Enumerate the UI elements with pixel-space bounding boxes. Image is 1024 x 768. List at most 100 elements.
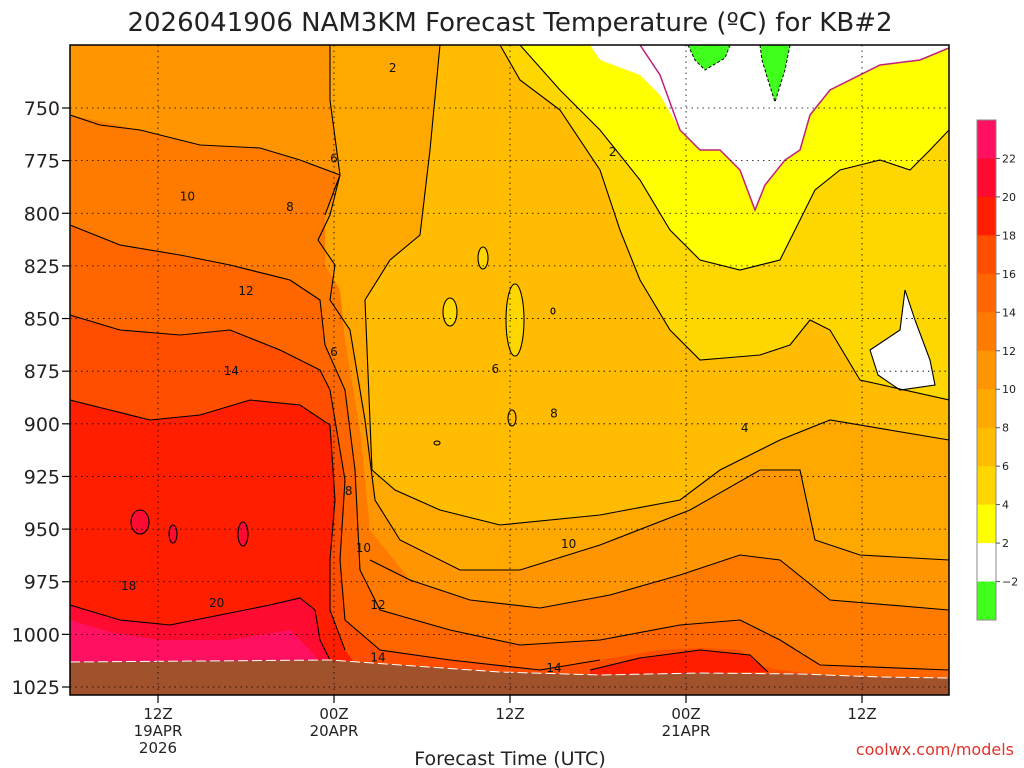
contour-labels: 2 2 4 6 6 6 8 8 8 10 10 10 12 12 14 14 14 18 20 — [121, 61, 748, 675]
colorbar-tick-label: −2 — [1002, 576, 1018, 589]
colorbar-swatch — [977, 466, 996, 506]
contour-line — [317, 45, 949, 571]
colorbar-swatch — [977, 543, 996, 583]
colorbar-swatch — [977, 273, 996, 313]
contour-label: 12 — [370, 598, 385, 612]
minus2-contour — [687, 45, 731, 71]
cool-cell — [478, 247, 488, 269]
chart-title: 2026041906 NAM3KM Forecast Temperature (… — [127, 8, 892, 38]
colorbar-swatch — [977, 350, 996, 390]
x-tick-label: 00Z — [319, 705, 348, 723]
ground-surface — [70, 660, 949, 695]
y-tick-label: 1025 — [12, 677, 60, 699]
x-tick-label: 21APR — [662, 722, 711, 740]
surface-line — [70, 659, 949, 679]
contour-line — [477, 246, 489, 270]
y-tick-label: 775 — [24, 151, 60, 173]
y-tick-label: 875 — [24, 361, 60, 383]
colorbar-swatch — [977, 120, 996, 159]
colorbar-swatch — [977, 581, 996, 621]
contour-line — [130, 509, 150, 535]
y-tick-label: 900 — [24, 414, 60, 436]
y-axis: 750 775 800 825 850 875 900 925 950 975 1000 1025 — [12, 98, 70, 699]
colorbar-swatch — [977, 427, 996, 467]
contour-line — [168, 524, 178, 544]
contour-line — [550, 307, 556, 315]
x-tick-label: 12Z — [495, 705, 524, 723]
contour-label: 6 — [492, 362, 500, 376]
colorbar-tick-label: 8 — [1002, 422, 1009, 435]
contour-lines — [70, 45, 949, 673]
contour-line — [499, 45, 949, 401]
contour-label: 14 — [546, 661, 561, 675]
contour-line — [70, 399, 346, 651]
contour-line — [237, 521, 249, 547]
contour-label: 10 — [180, 189, 195, 203]
contour-label: 6 — [330, 345, 338, 359]
colorbar-swatch — [977, 389, 996, 429]
contour-line — [369, 554, 949, 611]
contour-label: 10 — [561, 537, 576, 551]
x-tick-label: 19APR — [134, 722, 183, 740]
colorbar-tick-label: 22 — [1002, 152, 1016, 165]
colorbar-tick-label: 20 — [1002, 191, 1016, 204]
contour-line — [433, 440, 441, 446]
contour-line — [505, 283, 525, 357]
colorbar: 22 20 18 16 14 12 10 8 6 4 2 −2 — [976, 119, 1018, 621]
contour-line — [70, 224, 949, 671]
contour-label: 14 — [224, 364, 239, 378]
band-below-minus2-b — [760, 45, 790, 102]
colorbar-swatch — [977, 504, 996, 544]
colorbar-tick-label: 14 — [1002, 306, 1016, 319]
colorbar-swatch — [977, 196, 996, 236]
warm-cell — [131, 510, 149, 534]
contour-line — [70, 114, 341, 216]
contour-line — [364, 45, 949, 526]
contour-label: 8 — [345, 484, 353, 498]
y-tick-label: 1000 — [12, 624, 60, 646]
cool-cell — [506, 284, 524, 356]
y-tick-label: 975 — [24, 572, 60, 594]
x-tick-label: 20APR — [310, 722, 359, 740]
x-tick-label: 12Z — [847, 705, 876, 723]
gridlines — [70, 45, 949, 695]
colorbar-tick-label: 12 — [1002, 345, 1016, 358]
contour-label: 18 — [121, 579, 136, 593]
colorbar-tick-label: 2 — [1002, 537, 1009, 550]
temperature-field: 2 2 4 6 6 6 8 8 8 10 10 10 12 12 14 14 14 18 20 — [70, 45, 949, 695]
contour-label: 2 — [389, 61, 397, 75]
x-axis-label: Forecast Time (UTC) — [414, 748, 605, 768]
contour-line — [442, 297, 458, 327]
contour-line — [869, 289, 936, 391]
colorbar-swatch — [977, 235, 996, 275]
contour-line — [70, 597, 331, 661]
credit-link[interactable]: coolwx.com/models — [856, 740, 1014, 759]
y-tick-label: 950 — [24, 519, 60, 541]
contour-line — [507, 409, 517, 427]
y-tick-label: 850 — [24, 309, 60, 331]
freezing-line — [639, 45, 949, 213]
y-tick-label: 825 — [24, 256, 60, 278]
y-tick-label: 925 — [24, 466, 60, 488]
colorbar-tick-label: 18 — [1002, 229, 1016, 242]
contour-line — [70, 314, 601, 671]
contour-label: 4 — [741, 421, 749, 435]
x-tick-label: 12Z — [143, 705, 172, 723]
cool-cell — [443, 298, 457, 326]
contour-line — [589, 649, 769, 673]
warm-cell — [169, 525, 177, 543]
colorbar-swatch — [977, 312, 996, 352]
contour-label: 10 — [356, 541, 371, 555]
colorbar-frame — [976, 119, 997, 621]
contour-label: 12 — [238, 284, 253, 298]
colorbar-tick-label: 6 — [1002, 460, 1009, 473]
colorbar-swatch — [977, 158, 996, 198]
contour-label: 2 — [609, 145, 617, 159]
x-tick-label: 2026 — [139, 739, 177, 757]
y-tick-label: 750 — [24, 98, 60, 120]
contour-label: 6 — [330, 152, 338, 166]
colorbar-tick-label: 10 — [1002, 383, 1016, 396]
contour-label: 14 — [370, 651, 385, 665]
